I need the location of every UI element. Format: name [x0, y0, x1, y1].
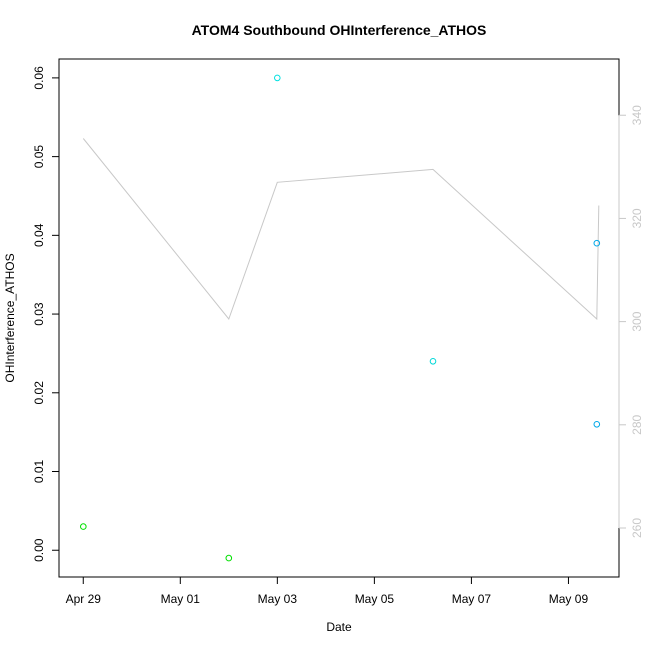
y2-tick-label-4: 340 [630, 105, 644, 125]
y-axis: 0.00 0.01 0.02 0.03 0.04 0.05 0.06 [32, 66, 60, 562]
x-axis: Apr 29 May 01 May 03 May 05 May 07 May 09 [66, 576, 589, 606]
data-point-3 [429, 358, 437, 365]
y-tick-label-3: 0.03 [32, 302, 46, 326]
data-point-4 [593, 421, 601, 428]
y-tick-label-6: 0.06 [32, 66, 46, 90]
data-point-5 [593, 239, 601, 247]
line-series [82, 138, 600, 321]
x-tick-label-2: May 03 [258, 592, 298, 606]
y-tick-label-2: 0.02 [32, 381, 46, 405]
x-tick-label-3: May 05 [355, 592, 395, 606]
y-tick-label-4: 0.04 [32, 223, 46, 247]
data-point-1 [225, 554, 233, 562]
y2-tick-label-3: 320 [630, 208, 644, 228]
x-tick-label-1: May 01 [161, 592, 201, 606]
y2-tick-label-2: 300 [630, 311, 644, 331]
x-tick-label-0: Apr 29 [66, 592, 102, 606]
series-line [82, 138, 600, 321]
point-series [80, 74, 601, 562]
chart-title: ATOM4 Southbound OHInterference_ATHOS [192, 22, 487, 38]
y2-tick-label-0: 260 [630, 518, 644, 538]
y-tick-label-0: 0.00 [32, 538, 46, 562]
x-axis-label: Date [326, 620, 352, 634]
y-axis-right: 260 280 300 320 340 [618, 105, 644, 538]
y2-tick-label-1: 280 [630, 414, 644, 434]
x-tick-label-4: May 07 [452, 592, 492, 606]
y-axis-label: OHInterference_ATHOS [3, 253, 17, 382]
y-tick-label-1: 0.01 [32, 459, 46, 483]
y-tick-label-5: 0.05 [32, 145, 46, 169]
x-tick-label-5: May 09 [549, 592, 589, 606]
data-point-2 [274, 74, 281, 82]
plot-frame [58, 58, 620, 578]
data-point-0 [80, 523, 87, 530]
